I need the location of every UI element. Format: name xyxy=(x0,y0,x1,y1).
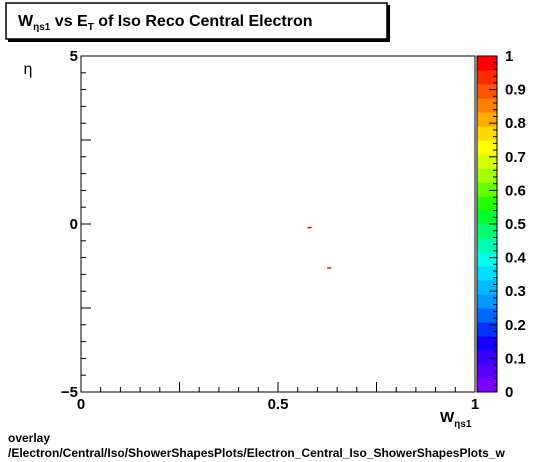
color-scale-cell xyxy=(477,252,497,267)
color-scale-label: 0.2 xyxy=(505,317,526,334)
color-scale-label: 0.8 xyxy=(505,115,526,132)
x-axis-ticks: 0 0.5 1 xyxy=(77,382,479,413)
color-scale-cell xyxy=(477,294,497,309)
color-scale-cell xyxy=(477,364,497,379)
color-scale-cell xyxy=(477,322,497,337)
y-tick-label: −5 xyxy=(61,384,78,401)
color-scale-cell xyxy=(477,224,497,239)
color-scale-labels: 0 0.1 0.2 0.3 0.4 0.5 0.6 0.7 0.8 0.9 1 xyxy=(489,48,527,401)
data-points xyxy=(307,226,332,269)
color-scale-cell xyxy=(477,182,497,197)
color-scale-cell xyxy=(477,196,497,211)
color-scale-label: 1 xyxy=(505,48,513,65)
color-scale-cell xyxy=(477,350,497,365)
color-scale-bar xyxy=(476,55,498,393)
color-scale-cell xyxy=(477,168,497,183)
y-tick-label: 0 xyxy=(70,216,78,233)
footer-path: /Electron/Central/Iso/ShowerShapesPlots/… xyxy=(8,446,505,460)
color-scale-label: 0.6 xyxy=(505,182,526,199)
color-scale-cell xyxy=(477,154,497,169)
color-scale-cell xyxy=(477,378,497,393)
color-scale-cell xyxy=(477,112,497,127)
color-scale-cell xyxy=(477,336,497,351)
footer-overlay: overlay xyxy=(8,431,50,445)
y-axis-ticks: −5 0 5 xyxy=(61,48,91,401)
color-scale-cell xyxy=(477,126,497,141)
color-scale-cell xyxy=(477,98,497,113)
color-scale-label: 0.7 xyxy=(505,149,526,166)
y-axis-label: η xyxy=(24,61,33,78)
color-scale-label: 0.4 xyxy=(505,250,527,267)
color-scale-cell xyxy=(477,84,497,99)
color-scale-cell xyxy=(477,210,497,225)
x-tick-label: 1 xyxy=(471,396,479,413)
color-scale-cell xyxy=(477,280,497,295)
color-scale-label: 0 xyxy=(505,384,513,401)
color-scale-cell xyxy=(477,266,497,281)
y-tick-label: 5 xyxy=(70,48,78,65)
x-tick-label: 0.5 xyxy=(268,396,289,413)
x-axis-label: Wηs1 xyxy=(440,409,472,430)
color-scale-label: 0.3 xyxy=(505,283,526,300)
color-scale-label: 0.9 xyxy=(505,82,526,99)
chart-title: Wηs1 vs ET of Iso Reco Central Electron xyxy=(18,13,313,33)
color-scale-cell xyxy=(477,238,497,253)
x-tick-label: 0 xyxy=(77,396,85,413)
title-box: Wηs1 vs ET of Iso Reco Central Electron xyxy=(5,2,390,42)
color-scale-cell xyxy=(477,308,497,323)
data-point xyxy=(307,226,312,229)
color-scale-label: 0.5 xyxy=(505,216,526,233)
color-scale-cell xyxy=(477,140,497,155)
color-scale-label: 0.1 xyxy=(505,350,526,367)
color-scale-cell xyxy=(477,70,497,85)
data-point xyxy=(327,267,332,269)
color-scale-cell xyxy=(477,56,497,71)
plot-frame xyxy=(80,55,476,393)
